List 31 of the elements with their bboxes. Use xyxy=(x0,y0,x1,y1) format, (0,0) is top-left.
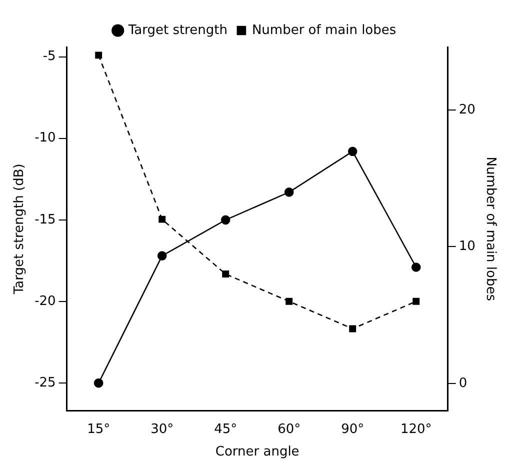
y-axis-title: Target strength (dB) xyxy=(12,164,28,296)
x-tick-label: 60° xyxy=(278,422,301,437)
x-tick-label: 90° xyxy=(341,422,364,437)
point xyxy=(411,262,421,272)
point xyxy=(220,215,230,225)
y-tick-label: -20 xyxy=(34,294,56,309)
y2-tick-label: 10 xyxy=(458,239,476,254)
point xyxy=(412,298,420,305)
y-tick-label: -5 xyxy=(42,49,56,64)
point xyxy=(95,52,102,59)
point xyxy=(349,325,356,332)
point xyxy=(157,251,167,260)
legend-label: Target strength xyxy=(127,22,228,38)
y2-tick-label: 20 xyxy=(458,102,476,118)
y-tick-label: -15 xyxy=(34,212,56,228)
y-tick-label: -10 xyxy=(34,130,56,146)
x-tick-label: 120° xyxy=(400,422,432,437)
y2-axis-title: Number of main lobes xyxy=(482,156,498,302)
point xyxy=(286,298,293,305)
y2-tick-label: 0 xyxy=(458,376,468,391)
point xyxy=(284,188,294,197)
point xyxy=(348,146,358,156)
legend-label: Number of main lobes xyxy=(252,22,396,38)
x-tick-label: 15° xyxy=(87,422,110,437)
point xyxy=(222,270,230,278)
x-tick-label: 30° xyxy=(150,422,174,437)
point xyxy=(94,378,104,388)
x-tick-label: 45° xyxy=(214,422,238,437)
point xyxy=(158,216,166,223)
y-tick-label: -25 xyxy=(34,375,56,390)
x-axis-title: Corner angle xyxy=(215,444,300,460)
